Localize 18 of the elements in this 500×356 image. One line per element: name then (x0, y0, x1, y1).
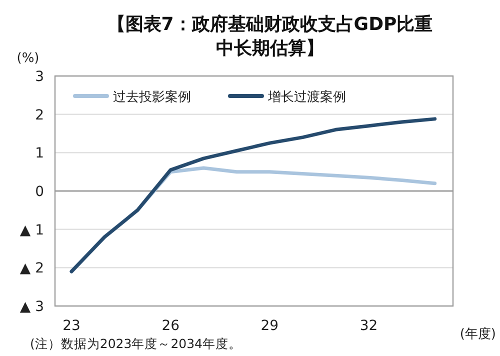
legend-label: 增长过渡案例 (267, 89, 346, 105)
x-tick-label: 32 (360, 318, 378, 334)
y-tick-label: 0 (35, 184, 44, 200)
y-tick-label: 1 (35, 146, 44, 162)
x-tick-label: 29 (260, 318, 279, 334)
legend-label: 过去投影案例 (113, 89, 191, 105)
x-tick-label: 26 (162, 318, 180, 334)
line-series (70, 117, 437, 274)
x-axis-title: (年度) (460, 326, 496, 342)
y-tick-label: ▲ 2 (20, 260, 44, 277)
y-tick-label: 3 (35, 69, 44, 85)
chart-title: 【图表7：政府基础财政收支占GDP比重中长期估算】 (107, 14, 433, 59)
y-tick-label: ▲ 3 (20, 299, 44, 315)
text: (注）数据为2023年度～2034年度。 (30, 336, 242, 351)
y-axis-title: (%) (16, 51, 40, 66)
x-tick-label: 23 (62, 318, 80, 334)
y-tick-label: ▲ 1 (20, 222, 44, 238)
y-tick-label: 2 (35, 107, 44, 124)
